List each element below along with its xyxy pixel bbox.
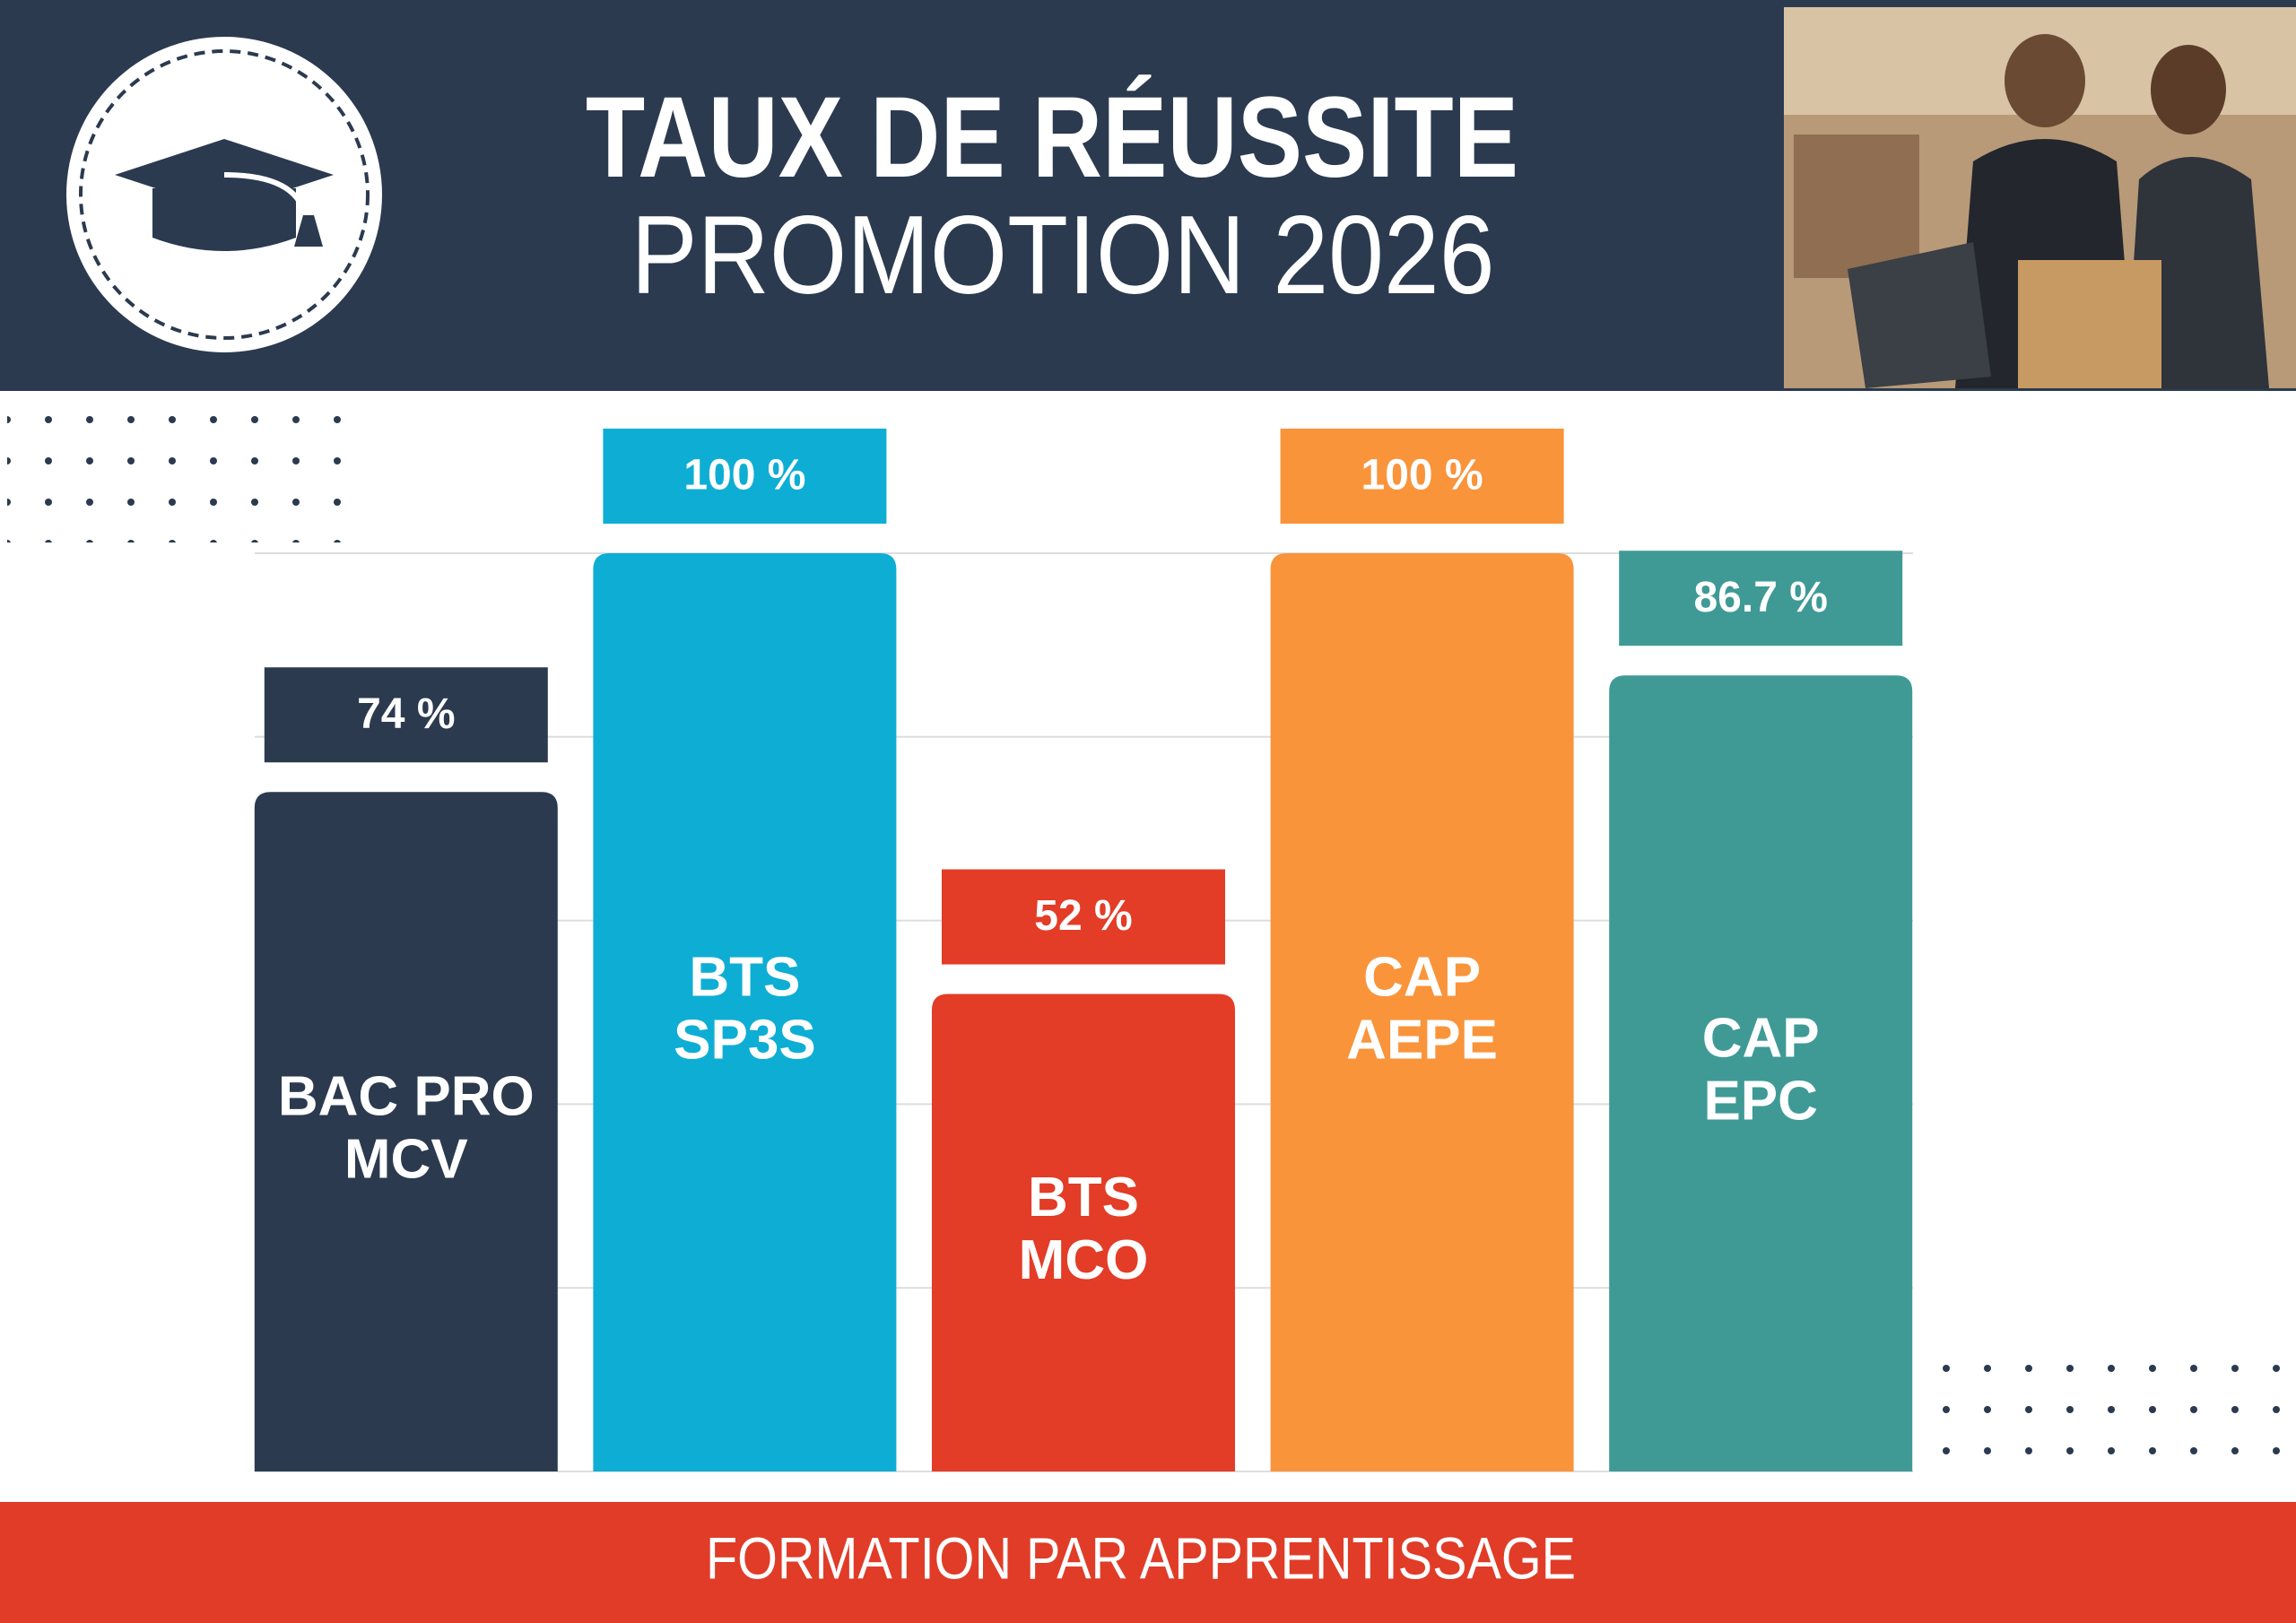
chart-subtitle: PROMOTION 2026 — [631, 194, 1495, 317]
value-label: 86.7 % — [1693, 574, 1827, 621]
category-label: AEPE — [1346, 1009, 1498, 1071]
category-label: BTS — [689, 946, 800, 1008]
category-label: EPC — [1703, 1070, 1817, 1132]
value-label-box — [1619, 551, 1903, 647]
dot-pattern — [1942, 1352, 2292, 1487]
category-label: SP3S — [674, 1009, 816, 1071]
category-label: BTS — [1028, 1167, 1139, 1228]
footer-text: FORMATION PAR APPRENTISSAGE — [706, 1524, 1576, 1591]
category-label: BAC PRO — [278, 1065, 535, 1127]
category-label: CAP — [1363, 946, 1481, 1008]
graduation-icon — [66, 37, 382, 352]
category-label: MCV — [344, 1128, 468, 1190]
photo — [1784, 7, 2296, 388]
bar — [1609, 675, 1913, 1471]
value-label: 100 % — [1361, 452, 1483, 499]
bar — [932, 994, 1235, 1471]
value-label: 74 % — [357, 690, 455, 738]
value-label: 52 % — [1034, 892, 1132, 940]
dot-pattern — [7, 408, 366, 542]
bar — [254, 792, 558, 1471]
value-label: 100 % — [683, 452, 805, 499]
category-label: CAP — [1702, 1007, 1820, 1069]
value-label-box — [603, 429, 887, 524]
footer-band — [0, 1502, 2296, 1623]
category-label: MCO — [1019, 1229, 1149, 1291]
value-label-box — [942, 869, 1225, 965]
value-label-box — [1280, 429, 1564, 524]
chart-title: TAUX DE RÉUSSITE — [586, 74, 1518, 202]
bar — [593, 553, 897, 1471]
value-label-box — [264, 667, 548, 763]
bar — [1270, 553, 1574, 1471]
